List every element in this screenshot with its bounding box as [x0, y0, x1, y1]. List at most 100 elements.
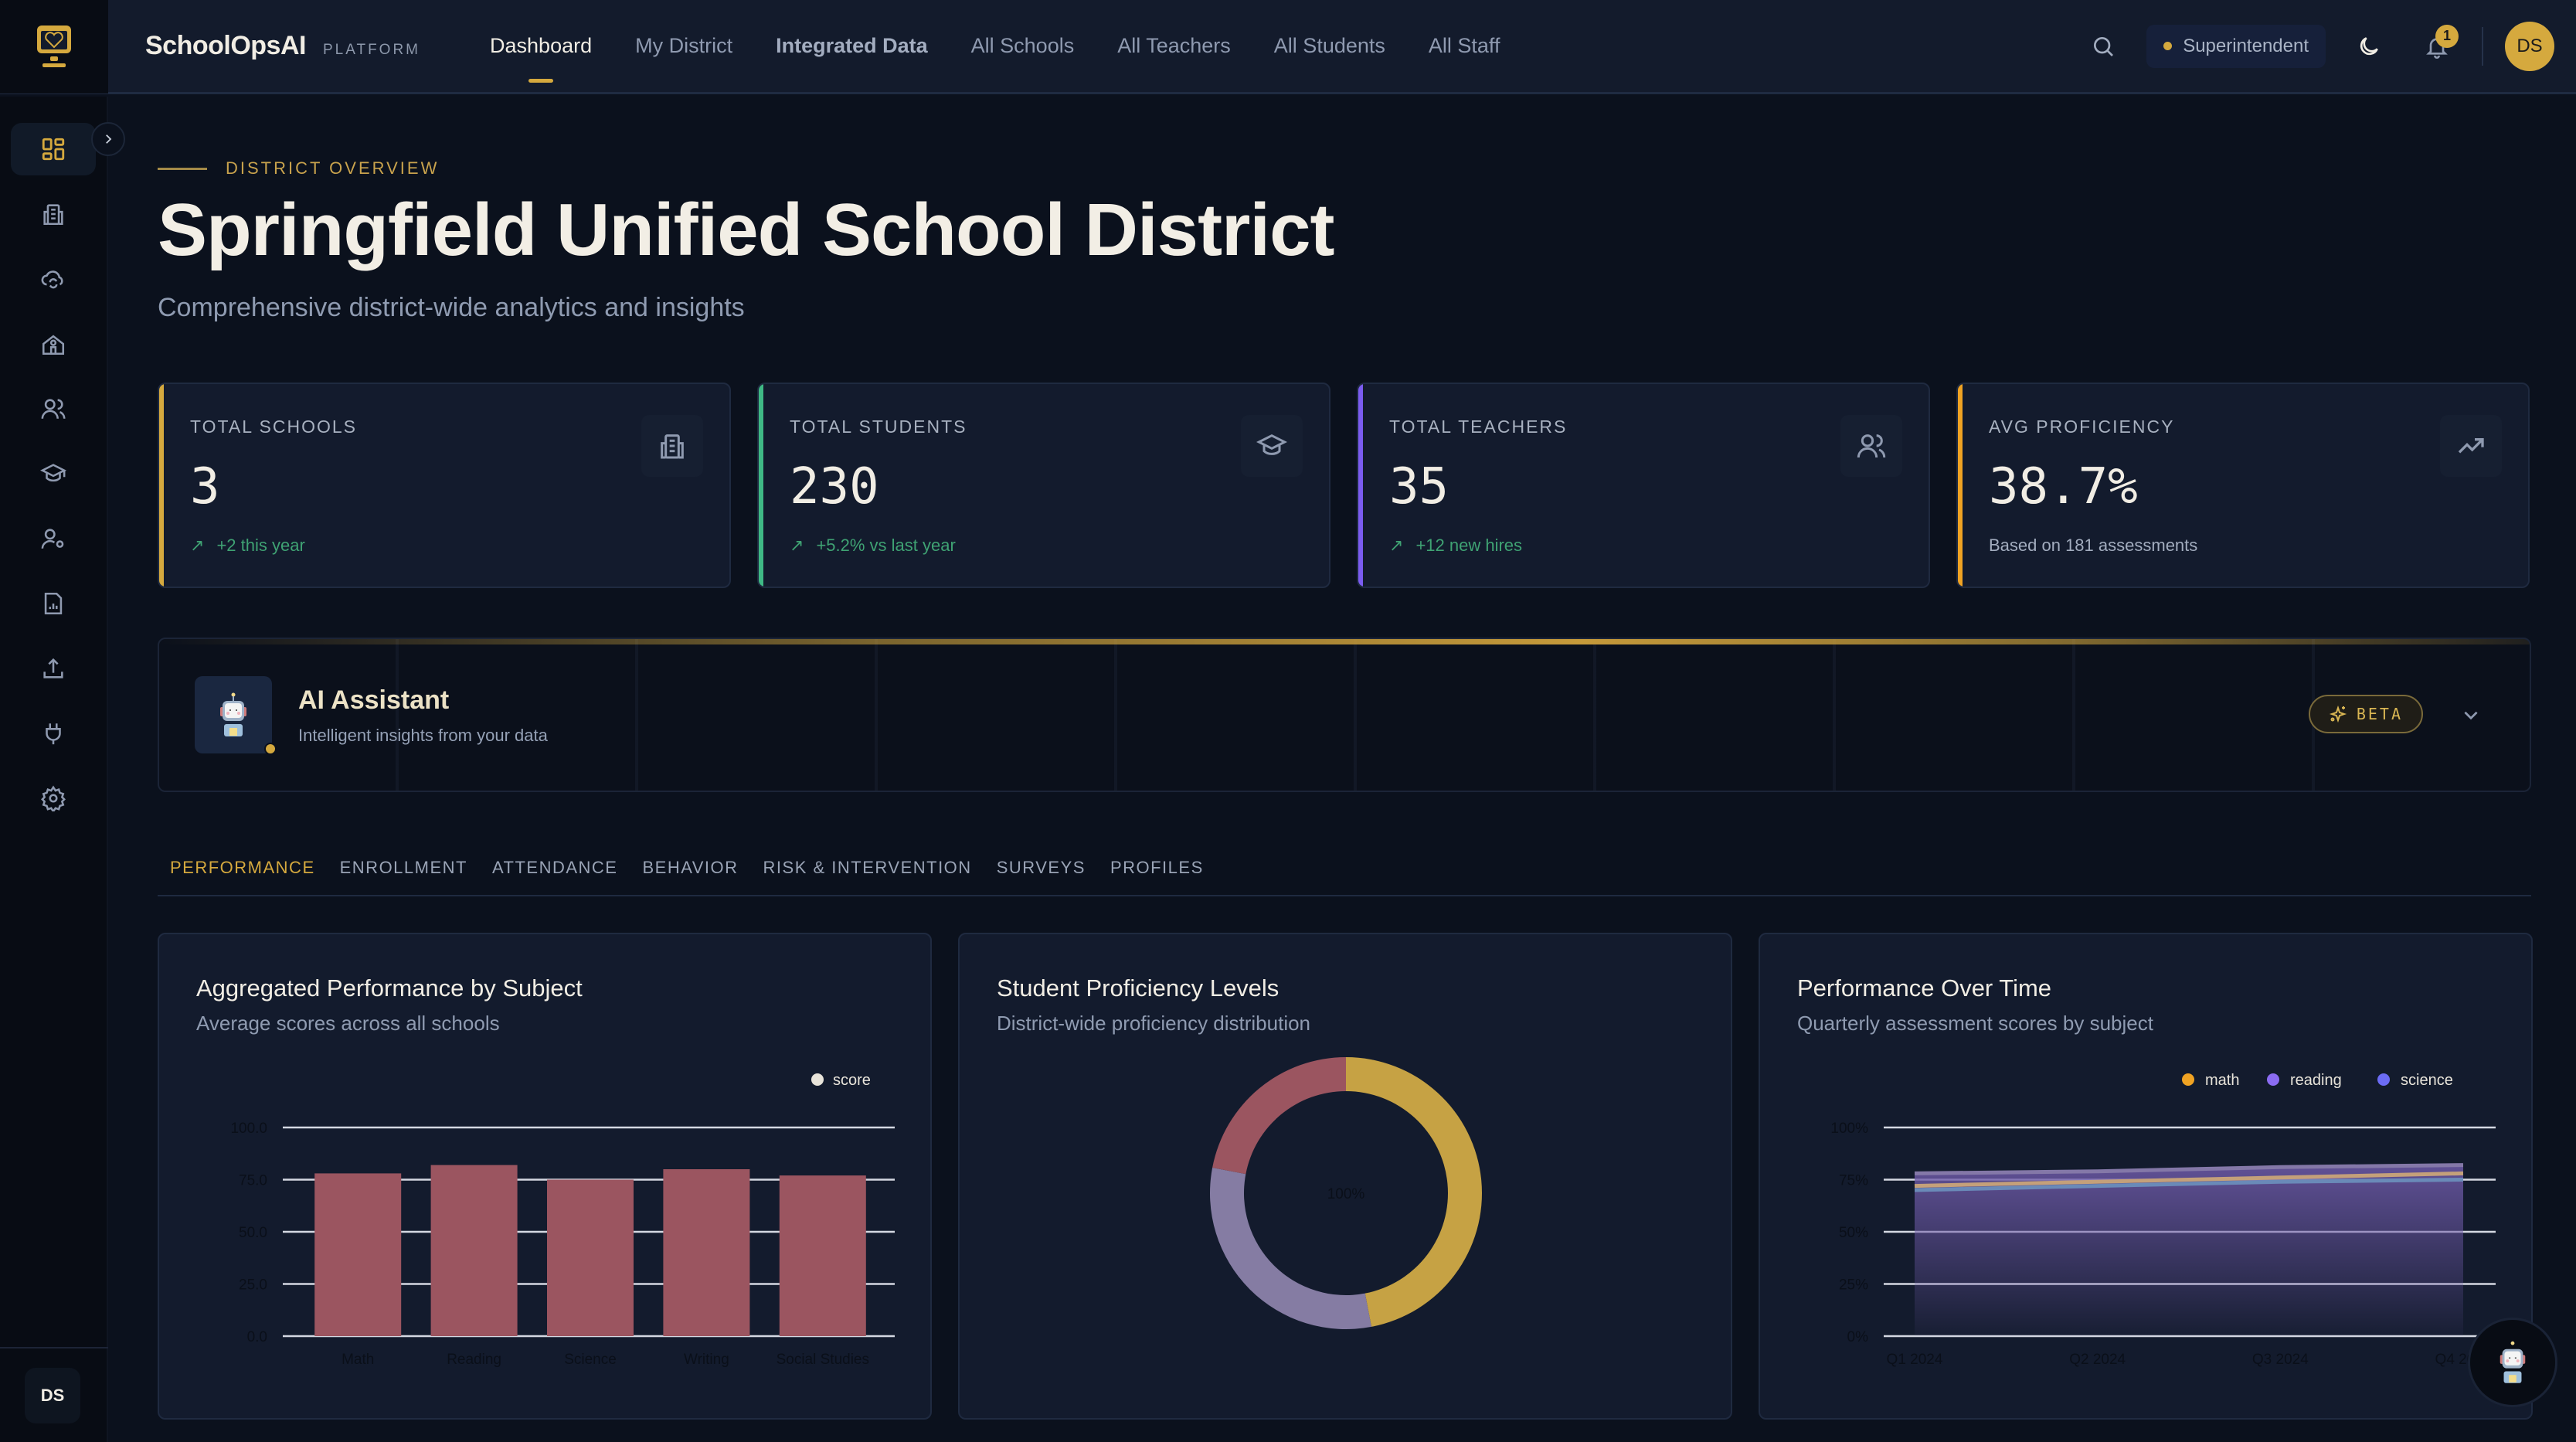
- donut-chart[interactable]: 100%: [960, 934, 1732, 1420]
- nav-all-schools[interactable]: All Schools: [970, 34, 1075, 57]
- x-tick-label: Writing: [684, 1352, 729, 1368]
- chart-card-performance-over-time: Performance Over Time Quarterly assessme…: [1759, 933, 2533, 1420]
- trend-up-arrow-icon: ↗: [790, 536, 804, 555]
- tab-behavior[interactable]: BEHAVIOR: [642, 858, 739, 877]
- stat-value: 38.7%: [1989, 458, 2138, 515]
- legend-label: science: [2401, 1072, 2453, 1089]
- ai-assistant-panel[interactable]: AI Assistant Intelligent insights from y…: [158, 638, 2531, 792]
- stat-accent-bar: [759, 384, 763, 587]
- ai-panel-accent-line: [159, 639, 2530, 644]
- bar[interactable]: [779, 1175, 866, 1336]
- eyebrow-text: DISTRICT OVERVIEW: [226, 158, 440, 178]
- robot-icon: [220, 692, 246, 736]
- tab-enrollment[interactable]: ENROLLMENT: [339, 858, 467, 877]
- sidebar-item-reports[interactable]: [11, 577, 96, 630]
- area-fill: [1915, 1165, 2463, 1336]
- legend-marker: [2267, 1073, 2279, 1086]
- legend-label: score: [833, 1072, 871, 1089]
- x-tick-label: Q2 2024: [2069, 1352, 2126, 1368]
- theme-toggle-button[interactable]: [2346, 23, 2392, 70]
- sidebar-expand-button[interactable]: [91, 122, 125, 156]
- sidebar-divider: [0, 1347, 108, 1348]
- role-selector[interactable]: Superintendent: [2146, 24, 2326, 68]
- stat-accent-bar: [159, 384, 164, 587]
- stat-value: 230: [790, 458, 879, 515]
- tab-attendance[interactable]: ATTENDANCE: [491, 858, 618, 877]
- nav-all-students[interactable]: All Students: [1273, 34, 1385, 57]
- nav-dashboard[interactable]: Dashboard: [490, 34, 593, 57]
- line-series-science[interactable]: [1914, 1178, 2464, 1192]
- trending-up-icon: [2458, 438, 2484, 454]
- stat-note: +5.2% vs last year: [816, 536, 956, 555]
- chart-card-proficiency-levels: Student Proficiency Levels District-wide…: [958, 933, 1732, 1420]
- tab-performance[interactable]: PERFORMANCE: [170, 858, 315, 877]
- sidebar-item-people[interactable]: [11, 383, 96, 435]
- y-tick-label: 25%: [1839, 1277, 1868, 1294]
- graduation-cap-icon: [1256, 434, 1287, 455]
- sidebar-item-settings[interactable]: [11, 772, 96, 825]
- sidebar-item-buildings[interactable]: [11, 188, 96, 240]
- school-icon: [42, 335, 65, 355]
- user-avatar[interactable]: DS: [2505, 21, 2554, 71]
- stat-label: AVG PROFICIENCY: [1989, 417, 2175, 437]
- search-button[interactable]: [2080, 23, 2126, 70]
- sidebar-item-staff-settings[interactable]: [11, 512, 96, 565]
- brand-name: SchoolOpsAI: [145, 31, 306, 60]
- donut-slice[interactable]: [1210, 1168, 1371, 1329]
- x-tick-label: Reading: [447, 1352, 501, 1368]
- x-tick-label: Science: [564, 1352, 617, 1368]
- donut-slice[interactable]: [1346, 1057, 1483, 1327]
- stat-accent-bar: [1358, 384, 1363, 587]
- sidebar-item-schools[interactable]: [11, 318, 96, 370]
- stat-trend: ↗ +2 this year: [190, 536, 305, 556]
- y-tick-label: 100%: [1830, 1121, 1868, 1137]
- stat-card-proficiency[interactable]: AVG PROFICIENCY 38.7% Based on 181 asses…: [1956, 383, 2530, 588]
- tab-risk-intervention[interactable]: RISK & INTERVENTION: [763, 858, 972, 877]
- sidebar: DS: [0, 97, 125, 1442]
- bar[interactable]: [547, 1179, 634, 1337]
- stat-accent-bar: [1958, 384, 1963, 587]
- stat-card-students[interactable]: TOTAL STUDENTS 230 ↗ +5.2% vs last year: [757, 383, 1330, 588]
- stat-card-schools[interactable]: TOTAL SCHOOLS 3 ↗ +2 this year: [158, 383, 731, 588]
- tab-profiles[interactable]: PROFILES: [1110, 858, 1204, 877]
- nav-my-district[interactable]: My District: [635, 34, 733, 57]
- donut-slice[interactable]: [1212, 1057, 1346, 1175]
- x-tick-label: Social Studies: [777, 1352, 869, 1368]
- sidebar-item-dashboard[interactable]: [11, 123, 96, 175]
- section-tabs: PERFORMANCE ENROLLMENT ATTENDANCE BEHAVI…: [158, 850, 2531, 896]
- bar[interactable]: [314, 1173, 402, 1336]
- stat-icon-box: [1840, 415, 1902, 477]
- ai-chat-fab[interactable]: [2468, 1318, 2557, 1407]
- line-series-math[interactable]: [1914, 1171, 2464, 1189]
- trend-up-arrow-icon: ↗: [190, 536, 205, 555]
- report-file-icon: [44, 592, 63, 615]
- plug-icon: [46, 723, 61, 745]
- role-status-dot: [2163, 42, 2173, 50]
- logo[interactable]: [0, 0, 108, 94]
- nav-all-staff[interactable]: All Staff: [1428, 34, 1500, 57]
- stat-note: +12 new hires: [1415, 536, 1523, 555]
- ai-subtitle: Intelligent insights from your data: [298, 726, 548, 745]
- nav-integrated-data[interactable]: Integrated Data: [776, 34, 928, 57]
- sidebar-user-button[interactable]: DS: [25, 1368, 80, 1423]
- sidebar-item-integrations[interactable]: [11, 707, 96, 760]
- bar[interactable]: [430, 1165, 518, 1336]
- brand-subtitle: PLATFORM: [322, 42, 421, 58]
- stat-label: TOTAL STUDENTS: [790, 417, 967, 437]
- sidebar-item-students[interactable]: [11, 447, 96, 500]
- sidebar-item-data-sync[interactable]: [11, 253, 96, 305]
- y-tick-label: 0%: [1847, 1329, 1869, 1345]
- nav-all-teachers[interactable]: All Teachers: [1117, 34, 1231, 57]
- sidebar-item-upload[interactable]: [11, 642, 96, 695]
- tab-surveys[interactable]: SURVEYS: [996, 858, 1086, 877]
- line-series-reading[interactable]: [1914, 1163, 2464, 1175]
- legend-marker: [2377, 1073, 2390, 1086]
- stat-card-teachers[interactable]: TOTAL TEACHERS 35 ↗ +12 new hires: [1357, 383, 1930, 588]
- bar[interactable]: [663, 1169, 750, 1336]
- eyebrow-line: [158, 167, 207, 170]
- stat-label: TOTAL SCHOOLS: [190, 417, 358, 437]
- notifications-button[interactable]: 1: [2414, 23, 2460, 70]
- bar-chart[interactable]: 0.0 25.0 50.0 75.0 100.0 Math Reading Science Wr…: [159, 934, 932, 1420]
- area-chart[interactable]: 0%25%50%75%100%Q1 2024 Q2 2024 Q3 2024 Q4 2…: [1760, 934, 2533, 1420]
- ai-panel-toggle[interactable]: [2455, 699, 2486, 730]
